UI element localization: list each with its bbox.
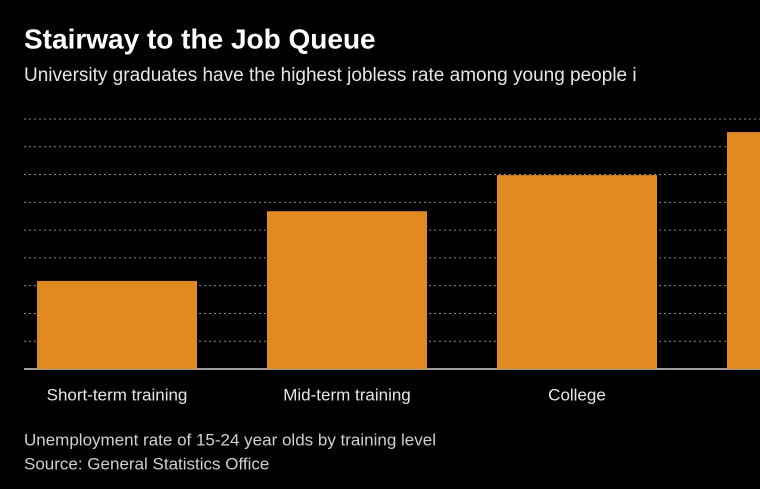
chart-title: Stairway to the Job Queue [24,23,376,54]
x-tick-label: Short-term training [47,385,188,404]
x-tick-label: College [548,385,606,404]
bar [37,280,197,369]
chart-subtitle: University graduates have the highest jo… [24,65,637,86]
source: Source: General Statistics Office [24,454,269,473]
x-tick-label: Mid-term training [283,385,411,404]
note: Unemployment rate of 15-24 year olds by … [24,430,436,449]
bar [497,175,657,369]
bar [267,211,427,369]
bar [727,132,760,369]
